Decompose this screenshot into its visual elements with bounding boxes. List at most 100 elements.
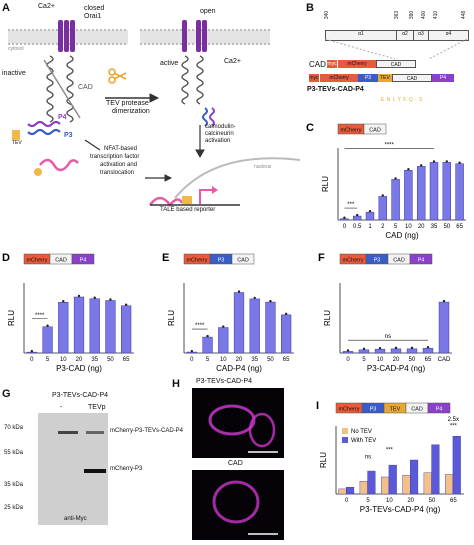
x-label-C: CAD (ng) <box>385 231 419 240</box>
orai1-open-icon <box>182 20 207 52</box>
p3-p4-coil-left <box>27 120 61 136</box>
blot-title: P3-TEVs-CAD-P4 <box>52 392 109 399</box>
construct-p3-tev-cad-p4: myc mCherry P3 TEV CAD P4 <box>309 74 454 82</box>
tick-C-3: 2 <box>381 224 385 230</box>
bar-I-0-3 <box>402 475 411 495</box>
tick-E-6: 65 <box>283 357 290 363</box>
bar-E-3 <box>233 292 245 354</box>
point-E-2 <box>222 325 225 328</box>
panel-label-i: I <box>316 400 319 412</box>
annot-I-2: 2.5x <box>448 417 459 423</box>
x-label-D: P3-CAD (ng) <box>56 364 102 373</box>
marker-55: 55 kDa <box>4 450 24 456</box>
point-C-3 <box>381 194 384 197</box>
lane-tevp: TEVp <box>88 404 106 411</box>
construct-seg-label-C-1: CAD <box>369 128 381 134</box>
legend-label-1: With TEV <box>351 438 376 444</box>
nfat-label-4: translocation <box>100 170 135 176</box>
bar-C-9 <box>455 163 464 221</box>
tick-E-5: 50 <box>267 357 274 363</box>
point-D-6 <box>124 303 128 306</box>
micrograph-p3-tev-cad-p4 <box>192 388 284 458</box>
construct-seg-I-4 <box>427 402 451 414</box>
bar-D-3 <box>73 296 85 354</box>
bar-C-5 <box>404 170 413 221</box>
dimerization-label: dimerization <box>112 108 150 115</box>
cytosol-label: cytosol <box>8 46 24 52</box>
band1-label: mCherry-P3-TEVs-CAD-P4 <box>110 428 184 434</box>
tick-I-5: 65 <box>450 498 457 504</box>
tick-F-5: 65 <box>425 357 432 363</box>
point-E-6 <box>284 312 288 316</box>
bar-C-4 <box>391 179 400 221</box>
tick-I-0: 0 <box>345 498 349 504</box>
construct-cad-label: CAD <box>309 60 326 69</box>
bar-I-1-1 <box>367 470 376 495</box>
micro-bottom-label: CAD <box>228 460 243 467</box>
sig-text-C-1: **** <box>385 142 395 148</box>
nfat-label-1: NFAT-based <box>104 146 137 152</box>
p4-label: P4 <box>58 114 67 121</box>
seg2-mcherry: mCherry <box>319 74 358 82</box>
construct-seg-label-F-3: P4 <box>418 258 425 264</box>
point-D-3 <box>77 294 81 298</box>
panel-label-f: F <box>318 252 325 264</box>
promoter-arrowhead-icon <box>212 186 218 194</box>
tick-C-7: 35 <box>431 224 438 230</box>
ca-label-right: Ca2+ <box>224 58 241 65</box>
y-label-I: RLU <box>319 452 328 468</box>
band-full-minus <box>58 431 78 434</box>
point-C-8 <box>445 160 448 163</box>
bar-F-2 <box>374 348 386 354</box>
band2-label: mCherry-P3 <box>110 466 143 472</box>
open-label: open <box>200 8 216 15</box>
point-F-1 <box>362 347 366 351</box>
seg2-p4: P4 <box>432 74 454 82</box>
y-label-E: RLU <box>167 310 176 326</box>
construct-name: P3-TEVs-CAD-P4 <box>307 86 364 93</box>
bar-D-4 <box>89 298 100 354</box>
tick-E-2: 10 <box>220 357 227 363</box>
construct-seg-F-3 <box>409 253 433 265</box>
domain-a3: α3 <box>414 31 429 40</box>
closed-label: closed <box>84 5 105 12</box>
tick-D-6: 65 <box>123 357 130 363</box>
construct-seg-label-F-1: P3 <box>374 258 381 264</box>
construct-seg-label-I-0: mCherry <box>338 407 359 413</box>
tev-label: TEV <box>12 140 22 146</box>
orai1-label: Orai1 <box>84 13 102 20</box>
tick-D-3: 20 <box>76 357 83 363</box>
bar-I-1-3 <box>410 459 419 495</box>
tick-E-3: 20 <box>236 357 243 363</box>
seg2-p3: P3 <box>358 74 378 82</box>
bar-I-0-0 <box>338 488 347 495</box>
tick-C-1: 0.5 <box>353 224 362 230</box>
tick-F-2: 10 <box>377 357 384 363</box>
point-C-9 <box>458 161 461 164</box>
construct-seg-label-C-0: mCherry <box>340 128 361 134</box>
bar-C-7 <box>429 162 439 221</box>
nfat-head-icon <box>34 168 42 176</box>
point-E-0 <box>190 349 194 353</box>
cad-coil-right <box>181 55 204 105</box>
sig-text-D-0: **** <box>35 313 45 319</box>
panel-label-a: A <box>2 2 10 14</box>
tick-C-2: 1 <box>368 224 372 230</box>
western-blot <box>38 413 108 525</box>
domain-a1: α1 <box>326 31 397 40</box>
bar-F-4 <box>406 348 418 354</box>
construct-seg-D-2 <box>71 253 95 265</box>
nucleus-envelope <box>174 157 301 199</box>
y-label-F: RLU <box>323 310 332 326</box>
bar-D-2 <box>58 302 69 354</box>
panel-label-d: D <box>2 252 10 264</box>
tick-I-4: 50 <box>429 498 436 504</box>
domain-a4: α4 <box>445 31 452 37</box>
tick-I-2: 10 <box>386 498 393 504</box>
bar-I-1-4 <box>431 444 440 495</box>
bar-D-5 <box>105 300 116 354</box>
point-F-4 <box>410 346 414 350</box>
legend-swatch-0 <box>342 428 348 434</box>
tick-D-4: 35 <box>91 357 98 363</box>
